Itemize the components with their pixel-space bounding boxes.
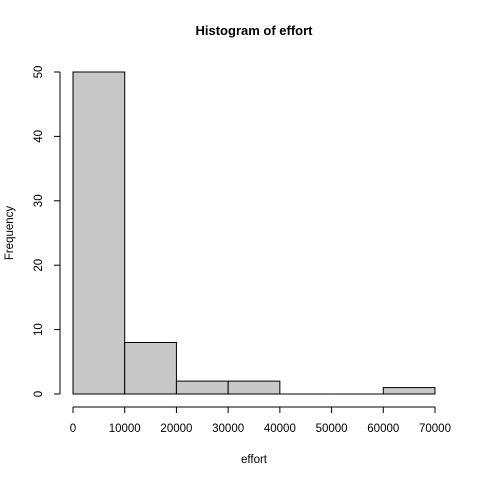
histogram-bar-2 <box>175 380 229 395</box>
histogram-bar-3 <box>227 380 281 395</box>
y-tick-label-4: 40 <box>33 130 45 143</box>
x-tick-label-2: 20000 <box>160 423 192 435</box>
bars-group <box>72 71 436 395</box>
histogram-bar-0 <box>72 71 126 395</box>
histogram-bar-6 <box>382 387 436 395</box>
y-tick-label-0: 0 <box>33 391 45 397</box>
x-tick-label-6: 60000 <box>367 423 399 435</box>
x-tick-label-0: 0 <box>70 423 76 435</box>
x-tick-label-5: 50000 <box>316 423 348 435</box>
y-tick-label-2: 20 <box>33 259 45 272</box>
y-tick-label-3: 30 <box>33 194 45 207</box>
x-axis: 0 10000 20000 30000 40000 50000 60000 70000 <box>70 406 451 435</box>
y-tick-label-1: 10 <box>33 323 45 336</box>
x-tick-label-1: 10000 <box>109 423 141 435</box>
chart-title: Histogram of effort <box>196 23 314 38</box>
x-tick-label-7: 70000 <box>419 423 451 435</box>
x-tick-label-3: 30000 <box>212 423 244 435</box>
x-tick-label-4: 40000 <box>264 423 296 435</box>
y-axis-label: Frequency <box>4 206 16 261</box>
y-axis: 0 10 20 30 40 50 <box>33 66 61 397</box>
histogram-bar-1 <box>124 341 177 395</box>
y-tick-label-5: 50 <box>33 66 45 79</box>
x-axis-label: effort <box>241 454 268 466</box>
